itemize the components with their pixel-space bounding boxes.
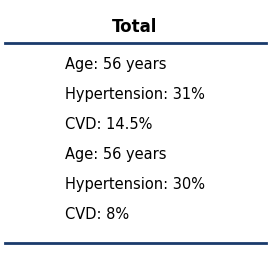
Text: Hypertension: 31%: Hypertension: 31% bbox=[65, 87, 205, 102]
Text: CVD: 14.5%: CVD: 14.5% bbox=[65, 117, 152, 132]
Text: Age: 56 years: Age: 56 years bbox=[65, 57, 166, 72]
Text: Age: 56 years: Age: 56 years bbox=[65, 147, 166, 162]
Text: Total: Total bbox=[112, 18, 158, 36]
Text: CVD: 8%: CVD: 8% bbox=[65, 207, 129, 222]
Text: Hypertension: 30%: Hypertension: 30% bbox=[65, 177, 205, 192]
